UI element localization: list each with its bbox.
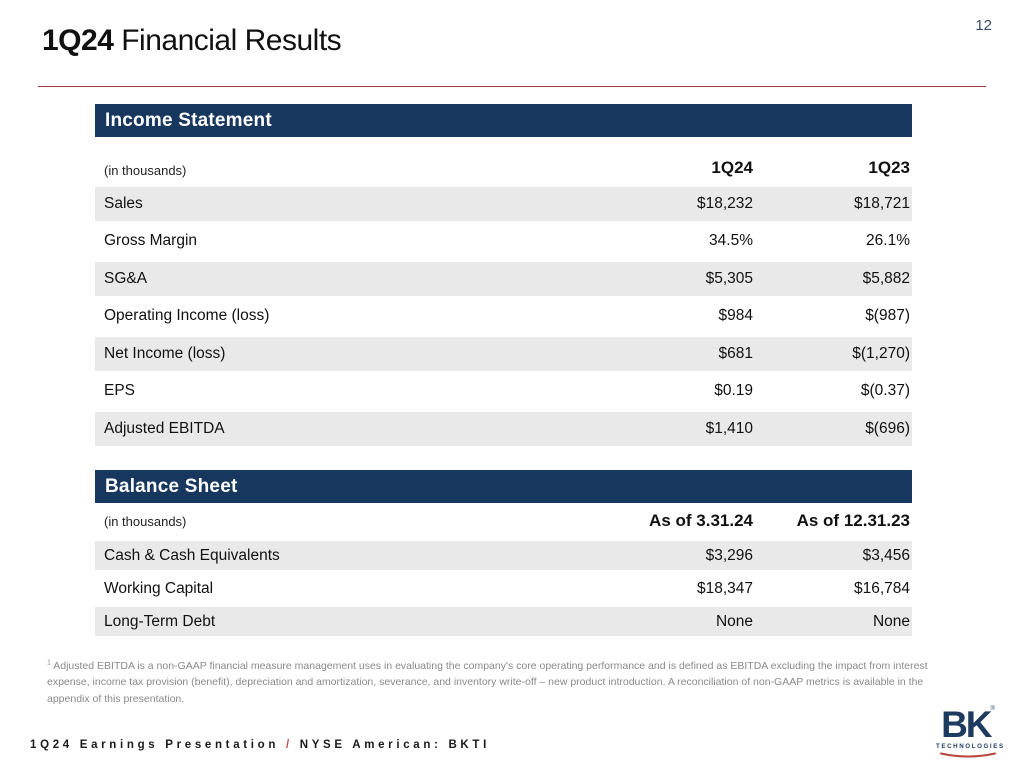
- row-value-1q23: 26.1%: [866, 232, 910, 250]
- row-label: EPS: [104, 382, 136, 400]
- row-value-1q24: 34.5%: [709, 232, 753, 250]
- row-value-1q24: $1,410: [705, 419, 753, 437]
- logo-subtitle-text: TECHNOLOGIES: [936, 743, 1005, 750]
- table-row-gross-margin: Gross Margin 34.5% 26.1%: [95, 223, 912, 261]
- slide-title-quarter: 1Q24: [42, 24, 114, 57]
- footer-right-text: NYSE American: BKTI: [292, 739, 490, 751]
- footnote: 1 Adjusted EBITDA is a non-GAAP financia…: [47, 658, 955, 707]
- row-value-1q24: $0.19: [714, 382, 753, 400]
- income-statement-column-header-row: (in thousands) 1Q24 1Q23: [95, 137, 912, 185]
- row-value-1q24: $18,232: [696, 194, 753, 212]
- income-statement-header: Income Statement: [95, 104, 912, 137]
- footer-left-text: 1Q24 Earnings Presentation: [30, 739, 286, 751]
- row-label: Sales: [104, 194, 143, 212]
- row-label: Cash & Cash Equivalents: [104, 546, 280, 564]
- balance-sheet-column-header-row: (in thousands) As of 3.31.24 As of 12.31…: [95, 503, 912, 539]
- row-value-1q23: $(1,270): [852, 344, 910, 362]
- column-header-asof-33124: As of 3.31.24: [649, 511, 753, 530]
- table-row-adjusted-ebitda: Adjusted EBITDA $1,410 $(696): [95, 410, 912, 448]
- logo-brand-text: BK: [941, 704, 992, 745]
- page-number: 12: [975, 17, 992, 34]
- balance-sheet-table: Balance Sheet (in thousands) As of 3.31.…: [95, 470, 912, 638]
- row-value-1q23: $(0.37): [860, 382, 910, 400]
- table-row-working-capital: Working Capital $18,347 $16,784: [95, 572, 912, 605]
- footnote-superscript: 1: [47, 659, 51, 667]
- row-value-1q23: $18,721: [853, 194, 910, 212]
- row-label: SG&A: [104, 269, 148, 287]
- table-row-sales: Sales $18,232 $18,721: [95, 185, 912, 223]
- bk-technologies-logo: BK® TECHNOLOGIES: [936, 704, 1005, 760]
- title-divider-line: [38, 86, 986, 87]
- row-value-1q23: $(696): [865, 419, 910, 437]
- row-value-1q23: $(987): [865, 307, 910, 325]
- row-value-1q23: $5,882: [862, 269, 910, 287]
- row-value-1q24: $984: [718, 307, 753, 325]
- income-statement-table: Income Statement (in thousands) 1Q24 1Q2…: [95, 104, 912, 448]
- table-row-sga: SG&A $5,305 $5,882: [95, 260, 912, 298]
- balance-sheet-header: Balance Sheet: [95, 470, 912, 503]
- footer-slash-separator: /: [285, 739, 293, 751]
- row-value-1q24: $5,305: [705, 269, 753, 287]
- row-value-1q24: $681: [718, 344, 753, 362]
- slide-title: 1Q24 Financial Results: [42, 24, 342, 58]
- table-row-long-term-debt: Long-Term Debt None None: [95, 605, 912, 638]
- column-header-1q24: 1Q24: [711, 158, 753, 177]
- column-header-asof-123123: As of 12.31.23: [796, 511, 910, 530]
- row-label: Gross Margin: [104, 232, 198, 250]
- row-value-prior: None: [872, 612, 910, 630]
- slide-title-rest: Financial Results: [113, 24, 342, 57]
- footnote-text: Adjusted EBITDA is a non-GAAP financial …: [47, 660, 928, 705]
- row-label: Long-Term Debt: [104, 612, 216, 630]
- footer-tagline: 1Q24 Earnings Presentation / NYSE Americ…: [30, 739, 490, 751]
- row-value-current: $3,296: [705, 546, 753, 564]
- logo-registered-mark: ®: [990, 706, 995, 712]
- logo-red-swoosh-icon: [940, 752, 996, 758]
- table-row-cash: Cash & Cash Equivalents $3,296 $3,456: [95, 539, 912, 572]
- table-row-operating-income: Operating Income (loss) $984 $(987): [95, 298, 912, 336]
- row-label: Operating Income (loss): [104, 307, 270, 325]
- row-label: Adjusted EBITDA: [104, 419, 225, 437]
- table-row-net-income: Net Income (loss) $681 $(1,270): [95, 335, 912, 373]
- column-header-1q23: 1Q23: [868, 158, 910, 177]
- row-value-prior: $16,784: [853, 579, 910, 597]
- row-label: Working Capital: [104, 579, 214, 597]
- row-value-prior: $3,456: [862, 546, 910, 564]
- row-value-current: None: [715, 612, 753, 630]
- income-units-label: (in thousands): [104, 163, 187, 178]
- row-label: Net Income (loss): [104, 344, 226, 362]
- balance-units-label: (in thousands): [104, 513, 187, 529]
- row-value-current: $18,347: [696, 579, 753, 597]
- table-row-eps: EPS $0.19 $(0.37): [95, 373, 912, 411]
